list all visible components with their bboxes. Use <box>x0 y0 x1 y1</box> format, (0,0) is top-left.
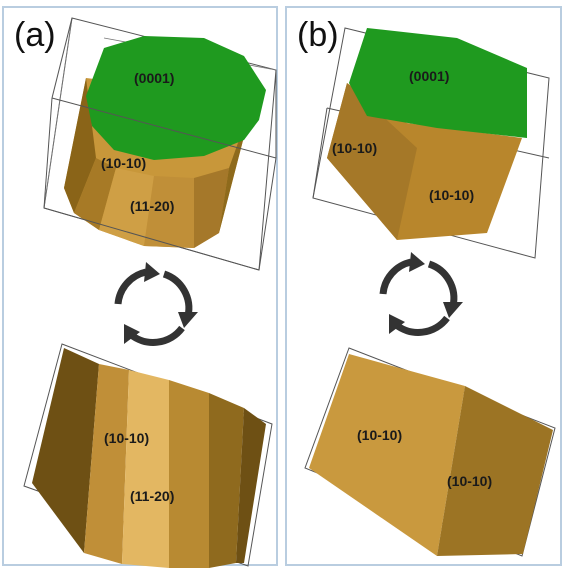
panel-b-figure: (0001) (10-10) (10-10) (10-10) (10-10) <box>304 27 556 557</box>
box-edge <box>51 97 277 159</box>
rotation-arrows-icon <box>114 262 198 346</box>
crystal-a-top: (0001) (10-10) (11-20) <box>43 17 277 271</box>
label-b-top-10-10-b: (10-10) <box>429 187 474 203</box>
arrow-head <box>124 324 140 344</box>
bottom-face-mid-right <box>169 380 209 568</box>
label-a-top-0001: (0001) <box>134 70 174 86</box>
arrow-head <box>409 252 425 272</box>
label-a-top-10-10: (10-10) <box>101 155 146 171</box>
box-edge <box>258 157 277 271</box>
label-a-top-11-20: (11-20) <box>130 198 174 214</box>
side-face-mid3 <box>194 168 229 248</box>
top-face-0001 <box>86 36 266 160</box>
label-b-top-10-10-a: (10-10) <box>332 140 377 156</box>
arrow-arc <box>127 325 185 346</box>
arrow-arc <box>379 258 412 295</box>
box-edge <box>43 207 260 271</box>
label-a-bottom-11-20: (11-20) <box>130 488 174 504</box>
crystal-b-bottom: (10-10) (10-10) <box>304 347 556 557</box>
side-face-light <box>99 168 154 246</box>
panel-b: (b) (0001) (10-10) (10-10) <box>285 6 562 566</box>
arrow-arc <box>392 315 450 336</box>
arrow-arc <box>114 268 147 305</box>
box-edge <box>43 17 73 209</box>
side-face-left <box>327 83 417 240</box>
box-edge <box>51 17 73 99</box>
arrow-arc <box>427 260 458 307</box>
panel-a-figure: (0001) (10-10) (11-20) (10-10) (11-20) <box>23 17 277 568</box>
crystal-a-bottom: (10-10) (11-20) <box>23 343 273 568</box>
box-edge <box>43 97 53 209</box>
panel-b-label: (b) <box>297 16 339 54</box>
arrow-head <box>144 262 160 282</box>
box-edge <box>312 107 328 199</box>
side-face-mid <box>74 158 116 230</box>
crystal-b-top: (0001) (10-10) (10-10) <box>312 27 550 259</box>
bottom-face-light <box>309 354 465 556</box>
rotation-arrows-icon <box>379 252 463 336</box>
label-b-bottom-10-10-a: (10-10) <box>357 427 402 443</box>
panel-a: (a) (0001) (10-10) (11 <box>2 6 278 568</box>
bottom-face-dark-left <box>32 348 99 553</box>
top-face-0001 <box>349 28 527 138</box>
side-face-mid2 <box>144 176 194 248</box>
bottom-face-light <box>122 370 169 568</box>
bottom-face-dark-right <box>209 393 244 568</box>
bottom-face-mid-left <box>84 364 129 564</box>
arrow-head <box>178 312 198 328</box>
panel-a-label: (a) <box>14 16 56 54</box>
label-b-top-0001: (0001) <box>409 68 449 84</box>
bottom-face-darkest <box>236 408 266 563</box>
bottom-face-dark <box>437 386 553 556</box>
label-b-bottom-10-10-b: (10-10) <box>447 473 492 489</box>
side-face-dark-left <box>64 78 96 213</box>
arrow-arc <box>162 270 193 317</box>
arrow-head <box>443 302 463 318</box>
arrow-head <box>389 314 405 334</box>
label-a-bottom-10-10: (10-10) <box>104 430 149 446</box>
